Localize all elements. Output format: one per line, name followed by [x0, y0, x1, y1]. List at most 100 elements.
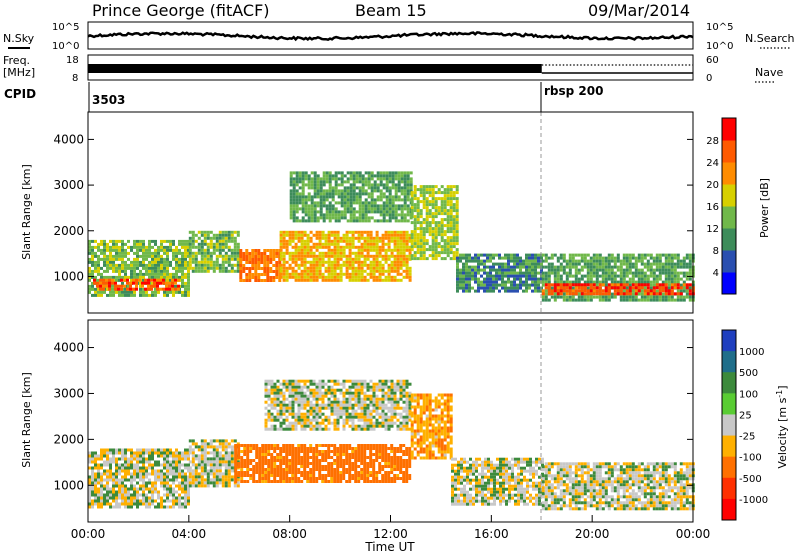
data-cell	[342, 254, 346, 258]
data-cell	[297, 275, 301, 279]
data-cell	[468, 268, 471, 272]
data-cell	[251, 258, 255, 261]
data-cell	[239, 270, 243, 273]
data-cell	[634, 256, 638, 260]
data-cell	[306, 480, 310, 483]
data-cell	[294, 275, 298, 279]
data-cell	[178, 460, 181, 464]
data-cell	[218, 242, 222, 246]
data-cell	[322, 171, 326, 175]
data-cell	[227, 466, 231, 470]
data-cell	[358, 198, 362, 202]
data-cell	[589, 286, 593, 290]
data-cell	[339, 257, 343, 261]
data-cell	[133, 257, 136, 261]
data-cell	[452, 242, 456, 246]
data-cell	[622, 277, 626, 281]
data-cell	[330, 456, 334, 459]
data-cell	[188, 475, 192, 479]
data-cell	[154, 272, 157, 276]
data-cell	[676, 292, 680, 296]
data-cell	[307, 210, 311, 214]
data-cell	[428, 209, 432, 213]
data-cell	[114, 284, 117, 288]
data-cell	[437, 209, 441, 213]
data-cell	[163, 466, 166, 470]
data-cell	[106, 481, 109, 485]
data-cell	[586, 274, 590, 278]
data-cell	[169, 454, 172, 458]
data-cell	[331, 207, 335, 211]
data-cell	[178, 290, 181, 294]
data-cell	[456, 280, 459, 284]
data-cell	[315, 450, 319, 453]
data-cell	[181, 484, 184, 488]
data-cell	[118, 248, 121, 252]
data-cell	[373, 204, 377, 208]
data-cell	[682, 265, 686, 269]
data-cell	[367, 180, 371, 184]
data-cell	[440, 245, 444, 249]
data-cell	[400, 207, 404, 211]
data-cell	[88, 245, 91, 249]
data-cell	[410, 212, 414, 216]
data-cell	[388, 219, 392, 223]
data-cell	[181, 478, 184, 482]
data-cell	[376, 174, 380, 178]
data-cell	[440, 203, 444, 207]
data-cell	[541, 292, 545, 296]
data-cell	[313, 195, 317, 199]
data-cell	[261, 459, 265, 462]
data-cell	[142, 257, 145, 261]
data-cell	[233, 484, 237, 488]
data-cell	[187, 266, 190, 270]
data-cell	[449, 245, 453, 249]
data-cell	[345, 254, 349, 258]
data-cell	[285, 269, 289, 273]
data-cell	[619, 265, 623, 269]
data-cell	[574, 289, 578, 293]
data-cell	[309, 275, 313, 279]
data-cell	[163, 269, 166, 273]
data-cell	[301, 183, 305, 187]
data-cell	[507, 268, 510, 272]
data-cell	[133, 269, 136, 273]
data-cell	[200, 245, 204, 249]
data-cell	[91, 272, 94, 276]
data-cell	[282, 459, 286, 462]
data-cell	[455, 230, 459, 234]
data-cell	[486, 289, 489, 293]
data-cell	[111, 281, 114, 285]
data-cell	[321, 260, 325, 264]
data-cell	[276, 480, 280, 483]
data-cell	[462, 277, 465, 281]
data-cell	[124, 290, 127, 294]
data-cell	[133, 275, 136, 279]
data-cell	[431, 197, 435, 201]
data-cell	[537, 277, 540, 281]
data-cell	[468, 280, 471, 284]
data-cell	[148, 478, 151, 482]
data-cell	[218, 251, 222, 255]
data-cell	[658, 274, 662, 278]
data-cell	[319, 183, 323, 187]
data-cell	[330, 266, 334, 270]
data-cell	[568, 274, 572, 278]
data-cell	[288, 257, 292, 261]
data-cell	[145, 245, 148, 249]
data-cell	[531, 268, 534, 272]
data-cell	[221, 266, 225, 270]
data-cell	[175, 254, 178, 258]
data-cell	[148, 457, 151, 461]
data-cell	[169, 472, 172, 476]
data-cell	[197, 475, 201, 479]
data-cell	[352, 210, 356, 214]
data-cell	[144, 281, 147, 285]
data-cell	[381, 245, 385, 249]
data-cell	[419, 200, 423, 204]
data-cell	[127, 251, 130, 255]
data-cell	[431, 257, 435, 261]
data-cell	[282, 480, 286, 483]
data-cell	[295, 210, 299, 214]
